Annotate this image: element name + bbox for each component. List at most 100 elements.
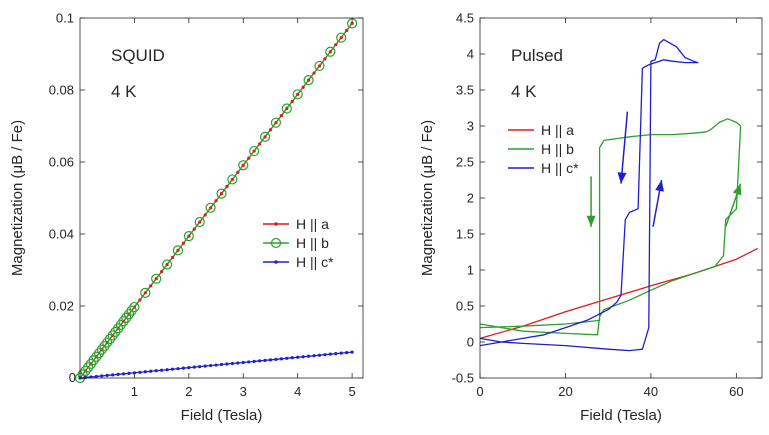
marker-dot-a xyxy=(165,262,169,267)
annotation-temperature: 4 K xyxy=(111,82,137,101)
marker-dot-c xyxy=(83,375,88,380)
y-tick-label: 0.08 xyxy=(49,83,74,98)
legend-label-3: H || c* xyxy=(541,160,579,176)
marker-dot-a xyxy=(306,78,311,82)
marker-circle-b xyxy=(93,348,105,359)
arrow-shaft-3 xyxy=(620,111,629,184)
marker-circle-b xyxy=(151,273,162,284)
y-tick-label: 2.5 xyxy=(456,155,474,170)
marker-circle-b xyxy=(123,309,135,320)
marker-dot-a xyxy=(328,50,332,54)
y-axis-label: Magnetization (μB / Fe) xyxy=(419,120,436,276)
marker-dot-c xyxy=(257,359,262,363)
marker-circle-b xyxy=(121,312,132,323)
marker-dot-a xyxy=(263,135,267,139)
marker-dot-a xyxy=(350,21,354,25)
marker-circle-b xyxy=(325,46,336,57)
marker-dot-c xyxy=(149,369,153,373)
marker-dot-a xyxy=(268,128,273,132)
marker-circle-b xyxy=(194,216,205,228)
annotation-method: SQUID xyxy=(111,46,165,65)
marker-dot-a xyxy=(296,92,300,96)
marker-dot-c xyxy=(160,368,164,372)
x-tick-label: 3 xyxy=(240,384,247,399)
marker-dot-c xyxy=(263,358,267,362)
marker-circle-b xyxy=(303,75,314,86)
marker-dot-c xyxy=(132,371,137,375)
marker-dot-c xyxy=(105,373,109,378)
marker-circle-b xyxy=(88,355,99,366)
marker-dot-c xyxy=(328,352,332,356)
y-tick-label: 0.5 xyxy=(456,299,474,314)
marker-dot-c xyxy=(236,361,240,365)
marker-dot-c xyxy=(94,374,98,379)
legend-label-1: H || a xyxy=(296,216,329,232)
marker-dot-a xyxy=(279,113,283,118)
marker-dot-c xyxy=(230,361,234,366)
y-tick-label: 1.5 xyxy=(456,227,474,242)
marker-dot-a xyxy=(323,57,327,61)
marker-circle-b xyxy=(205,202,216,213)
marker-circle-b xyxy=(249,145,260,157)
marker-dot-c xyxy=(214,363,218,367)
x-tick-label: 20 xyxy=(558,384,572,399)
y-tick-label: 1 xyxy=(467,263,474,278)
x-tick-label: 1 xyxy=(131,384,138,399)
legend-label-1: H || a xyxy=(541,122,574,138)
marker-dot-a xyxy=(219,192,224,196)
marker-circle-b xyxy=(83,362,94,373)
y-tick-label: 4.5 xyxy=(456,11,474,26)
marker-circle-b xyxy=(77,369,88,380)
marker-circle-b xyxy=(126,305,137,316)
marker-dot-a xyxy=(345,28,349,33)
marker-dot-a xyxy=(252,149,256,153)
marker-circle-b xyxy=(80,365,91,377)
marker-dot-c xyxy=(154,369,158,373)
marker-circle-b xyxy=(259,131,271,142)
marker-dot-a xyxy=(285,106,289,111)
y-tick-label: -0.5 xyxy=(452,371,474,386)
marker-dot-c xyxy=(176,367,180,371)
marker-dot-a xyxy=(257,142,262,146)
marker-dot-c xyxy=(274,357,278,361)
marker-dot-a xyxy=(154,277,158,281)
marker-circle-b xyxy=(172,245,184,256)
marker-circle-b xyxy=(91,351,102,362)
marker-circle-b xyxy=(110,326,121,338)
marker-circle-b xyxy=(85,358,96,369)
marker-dot-a xyxy=(176,248,180,252)
marker-dot-a xyxy=(317,64,322,68)
marker-circle-b xyxy=(96,344,107,355)
marker-circle-b xyxy=(112,323,124,334)
marker-dot-a xyxy=(241,163,245,167)
marker-dot-a xyxy=(247,156,251,160)
legend-label-3: H || c* xyxy=(296,254,334,270)
marker-dot-a xyxy=(170,255,175,260)
x-axis-label: Field (Tesla) xyxy=(580,407,662,424)
arrow-head-1 xyxy=(586,215,596,227)
y-tick-label: 3.5 xyxy=(456,83,474,98)
legend-marker xyxy=(274,222,278,226)
marker-dot-c xyxy=(209,363,213,368)
marker-circle-b xyxy=(270,117,282,128)
x-tick-label: 5 xyxy=(348,384,355,399)
marker-dot-a xyxy=(290,99,294,104)
marker-circle-b xyxy=(102,337,113,348)
squid-panel: 1 2 3 4 5 0 0.02 0.04 0.06 0.08 0.1 Field (Tesla) Ma… xyxy=(9,11,364,424)
marker-dot-a xyxy=(181,241,186,245)
marker-dot-c xyxy=(241,360,245,365)
marker-circle-b xyxy=(161,259,173,270)
y-tick-label: 0 xyxy=(69,370,76,385)
marker-dot-a xyxy=(138,298,142,302)
marker-circle-b xyxy=(183,231,194,242)
marker-dot-c xyxy=(279,357,283,361)
plot-frame xyxy=(479,17,763,379)
x-tick-label: 40 xyxy=(644,384,658,399)
marker-dot-a xyxy=(274,121,278,125)
marker-dot-c xyxy=(116,372,120,376)
marker-dot-c xyxy=(317,353,322,357)
marker-dot-c xyxy=(219,362,224,367)
x-tick-label: 0 xyxy=(476,384,483,399)
marker-dot-c xyxy=(121,372,126,376)
legend-label-2: H || b xyxy=(541,141,574,157)
